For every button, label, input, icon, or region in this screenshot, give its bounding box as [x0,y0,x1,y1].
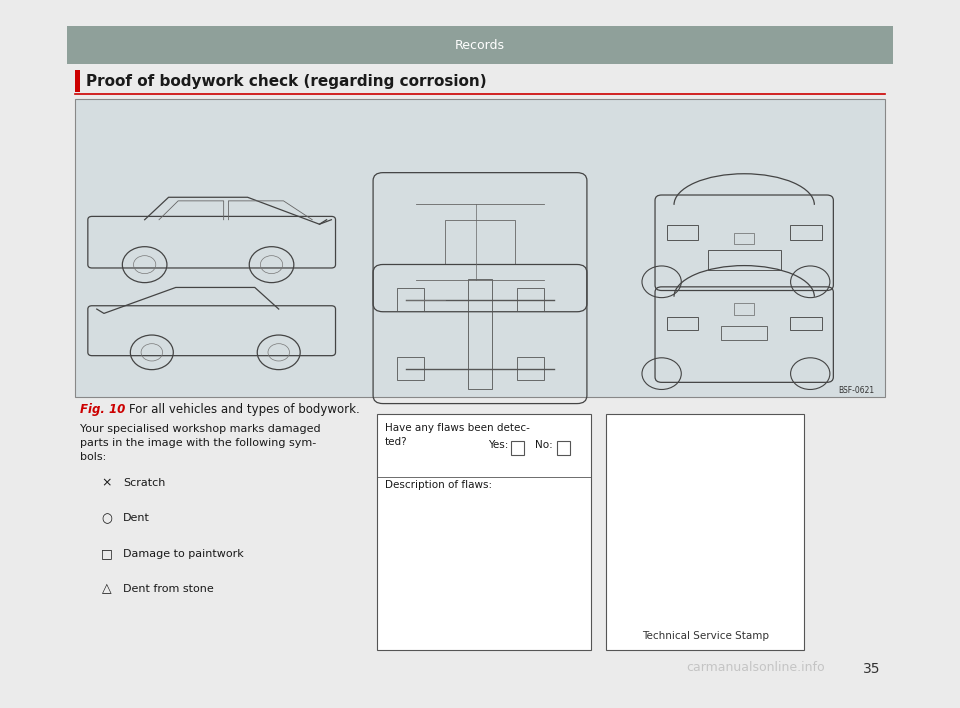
Bar [76,70,80,93]
Bar [516,288,544,311]
Text: Damage to paintwork: Damage to paintwork [123,549,244,559]
Bar [708,250,780,270]
Text: Your specialised workshop marks damaged
parts in the image with the following sy: Your specialised workshop marks damaged … [80,424,321,462]
Bar [376,414,591,650]
Text: Dent from stone: Dent from stone [123,584,214,594]
Text: Description of flaws:: Description of flaws: [385,480,492,490]
Text: Proof of bodywork check (regarding corrosion): Proof of bodywork check (regarding corro… [86,74,487,88]
Bar [734,304,755,315]
Text: BSF-0621: BSF-0621 [838,387,875,395]
Bar [445,220,515,264]
Bar [396,358,423,379]
Text: For all vehicles and types of bodywork.: For all vehicles and types of bodywork. [129,403,360,416]
Text: Have any flaws been detec-
ted?: Have any flaws been detec- ted? [385,423,530,447]
Text: carmanualsonline.info: carmanualsonline.info [686,661,825,674]
Text: Dent: Dent [123,513,150,523]
Bar [790,225,822,240]
Text: ×: × [102,476,112,490]
Bar [790,317,822,329]
Bar [76,99,884,397]
Text: □: □ [101,547,112,560]
Text: Scratch: Scratch [123,478,166,488]
Text: Yes:: Yes: [489,440,509,450]
Bar [67,26,893,64]
Bar [396,288,423,311]
Text: Fig. 10: Fig. 10 [80,403,125,416]
Bar [516,358,544,379]
Bar [666,225,698,240]
Text: Technical Service Stamp: Technical Service Stamp [642,631,769,641]
Bar [721,326,767,340]
Bar [557,440,570,455]
Bar [666,317,698,329]
Text: No:: No: [536,440,553,450]
Text: Records: Records [455,39,505,52]
Bar [734,233,755,244]
Bar [468,279,492,389]
Bar [511,440,524,455]
Text: △: △ [102,583,111,595]
Bar [607,414,804,650]
Text: ○: ○ [102,512,112,525]
Text: 35: 35 [863,662,880,676]
